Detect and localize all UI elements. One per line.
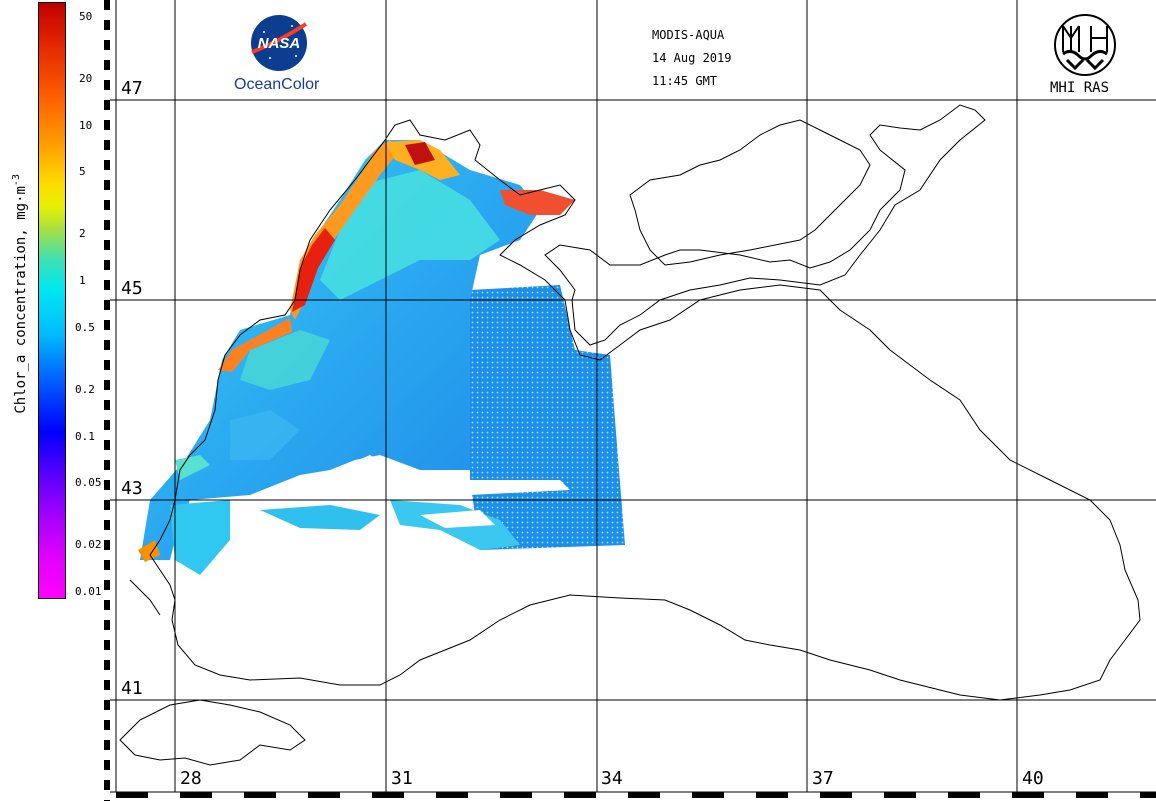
ruler-tick: [104, 420, 110, 430]
ruler-tick: [104, 680, 110, 690]
latitude-ruler: [104, 0, 110, 801]
ruler-tick: [104, 640, 110, 650]
ruler-tick: [1140, 792, 1156, 798]
lon-label-28: 28: [180, 768, 202, 789]
ruler-tick: [104, 780, 110, 790]
oceancolor-caption: OceanColor: [234, 76, 320, 93]
coastline: [119, 104, 1141, 766]
ruler-tick: [104, 320, 110, 330]
lat-label-45: 45: [121, 278, 143, 299]
ruler-tick: [104, 120, 110, 130]
longitude-ruler: [116, 792, 1156, 798]
ruler-tick: [948, 792, 980, 798]
colorbar-tick-label: 0.1: [75, 429, 95, 443]
ruler-tick: [1012, 792, 1044, 798]
ruler-tick: [104, 480, 110, 490]
ruler-tick: [104, 240, 110, 250]
ruler-tick: [692, 792, 724, 798]
chlorophyll-data-layer: [138, 140, 625, 575]
colorbar-tick-label: 20: [79, 71, 93, 85]
lat-label-41: 41: [121, 678, 143, 699]
ruler-tick: [104, 340, 110, 350]
colorbar-tick-label: 1: [79, 274, 86, 288]
ruler-tick: [104, 760, 110, 770]
ruler-tick: [104, 400, 110, 410]
ruler-tick: [104, 600, 110, 610]
lon-label-31: 31: [391, 768, 413, 789]
ruler-tick: [756, 792, 788, 798]
colorbar-gradient: [38, 2, 66, 599]
mhi-ras-emblem-icon: [1054, 14, 1116, 76]
ruler-tick: [104, 300, 110, 310]
ruler-tick: [104, 220, 110, 230]
ruler-tick: [104, 460, 110, 470]
ruler-tick: [1076, 792, 1108, 798]
graticule: [110, 0, 1156, 793]
ruler-tick: [820, 792, 852, 798]
ruler-tick: [564, 792, 596, 798]
ruler-tick: [104, 740, 110, 750]
svg-text:NASA: NASA: [258, 35, 301, 52]
ruler-tick: [104, 180, 110, 190]
ruler-tick: [104, 660, 110, 670]
acquisition-info: MODIS-AQUA 14 Aug 2019 11:45 GMT: [652, 24, 731, 93]
ruler-tick: [180, 792, 212, 798]
acquisition-time: 11:45 GMT: [652, 74, 718, 88]
ruler-tick: [104, 620, 110, 630]
ruler-tick: [372, 792, 404, 798]
ruler-tick: [104, 380, 110, 390]
ruler-tick: [104, 560, 110, 570]
ruler-tick: [104, 500, 110, 510]
ruler-tick: [104, 160, 110, 170]
ruler-tick: [104, 540, 110, 550]
colorbar-tick-label: 5: [79, 165, 86, 179]
colorbar-tick-label: 2: [79, 227, 86, 241]
ruler-tick: [116, 792, 148, 798]
colorbar-tick-label: 50: [79, 10, 93, 23]
colorbar-tick-label: 0.2: [75, 382, 95, 396]
ruler-tick: [104, 360, 110, 370]
colorbar-tick-label: 0.01: [75, 585, 102, 598]
nasa-meatball-icon: NASA: [251, 15, 308, 71]
ruler-tick: [308, 792, 340, 798]
ruler-tick: [104, 140, 110, 150]
ruler-tick: [104, 20, 110, 30]
mhi-ras-caption: MHI RAS: [1050, 80, 1110, 96]
ruler-tick: [104, 260, 110, 270]
colorbar-tick-label: 0.5: [75, 320, 95, 334]
ruler-tick: [104, 280, 110, 290]
ruler-tick: [104, 60, 110, 70]
lat-label-43: 43: [121, 478, 143, 499]
ruler-tick: [104, 80, 110, 90]
ruler-tick: [884, 792, 916, 798]
ruler-tick: [104, 700, 110, 710]
ruler-tick: [104, 580, 110, 590]
colorbar-tick-label: 0.02: [75, 538, 102, 552]
ruler-tick: [104, 100, 110, 110]
ruler-tick: [628, 792, 660, 798]
ruler-tick: [244, 792, 276, 798]
ruler-tick: [104, 200, 110, 210]
lon-label-34: 34: [601, 768, 623, 789]
lat-label-47: 47: [121, 78, 143, 99]
ruler-tick: [104, 440, 110, 450]
lon-label-40: 40: [1022, 768, 1044, 789]
ruler-tick: [436, 792, 468, 798]
ruler-tick: [104, 520, 110, 530]
ruler-tick: [104, 720, 110, 730]
ruler-tick: [500, 792, 532, 798]
colorbar-tick-label: 10: [79, 118, 93, 132]
acquisition-date: 14 Aug 2019: [652, 51, 732, 65]
ruler-tick: [104, 40, 110, 50]
lon-label-37: 37: [812, 768, 834, 789]
sensor-name: MODIS-AQUA: [652, 28, 725, 42]
colorbar-tick-label: 0.05: [75, 476, 102, 490]
ruler-tick: [104, 0, 110, 10]
